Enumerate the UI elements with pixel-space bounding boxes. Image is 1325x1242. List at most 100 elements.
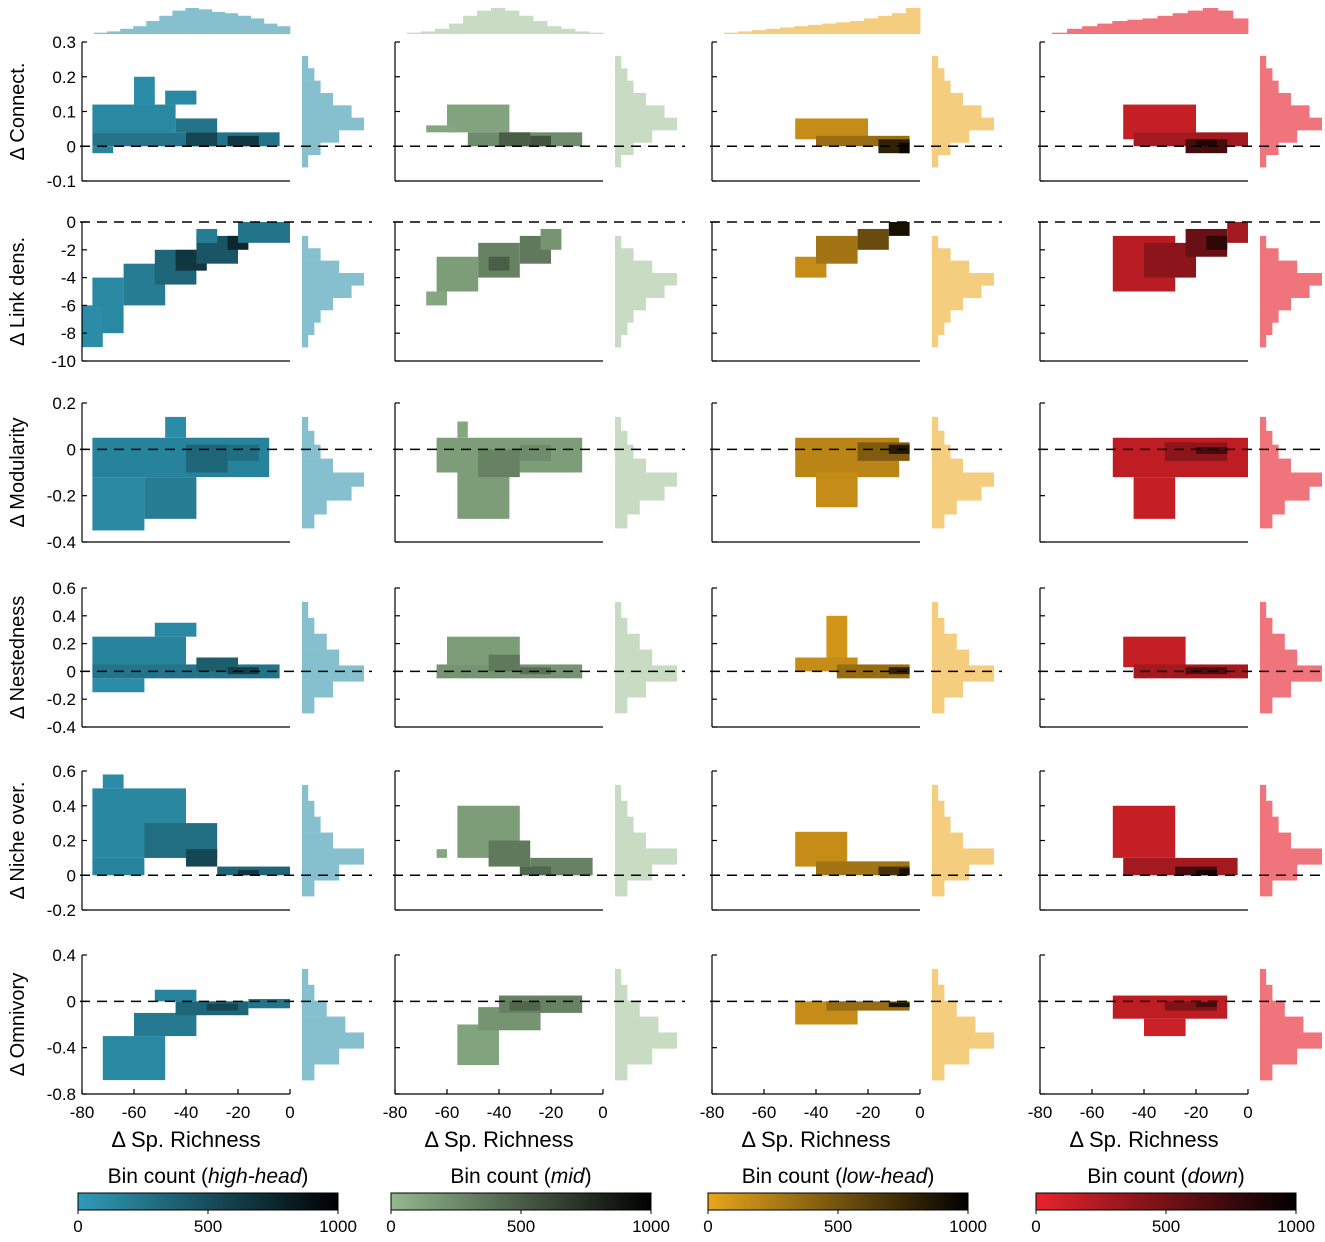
panel-r4-mid: [393, 770, 685, 911]
y-tick-label: -0.4: [47, 533, 76, 552]
side-histogram-bar: [932, 617, 945, 634]
side-histogram-bar: [932, 681, 963, 698]
colorbar-label: Bin count (down): [1087, 1165, 1245, 1188]
y-tick-label: 0: [67, 992, 76, 1011]
top-histogram-bar: [850, 21, 865, 34]
x-tick-label: -40: [487, 1103, 512, 1122]
y-tick-label: 0: [67, 137, 76, 156]
y-tick-label: 0.2: [52, 635, 76, 654]
panel-r5-mid: -80 -60 -40 -20 0 Δ Sp. Richness: [383, 954, 685, 1152]
heatmap-bin: [1164, 1001, 1217, 1011]
colorbar-label-prefix: Bin count (: [108, 1165, 208, 1188]
heatmap-bin: [509, 1001, 541, 1011]
top-histogram-bar: [547, 26, 562, 34]
heatmap-bin: [426, 125, 458, 133]
x-tick-label: -60: [122, 1103, 147, 1122]
x-axis-label: Δ Sp. Richness: [1069, 1127, 1218, 1152]
heatmap-bin: [1144, 1018, 1186, 1037]
side-histogram-bar: [932, 297, 963, 311]
side-histogram-bar: [932, 444, 951, 459]
top-histogram-bar: [780, 27, 795, 34]
colorbar-label-prefix: Bin count (: [450, 1165, 550, 1188]
colorbar-low-head: 0 500 1000 Bin count (low-head): [703, 1165, 987, 1236]
side-histogram-bar: [1260, 130, 1298, 143]
side-histogram-bar: [615, 248, 634, 261]
side-histogram-bar: [615, 285, 665, 298]
side-histogram-bar: [932, 142, 951, 156]
heatmap-bin: [248, 999, 290, 1009]
side-histogram-bar: [932, 472, 994, 487]
side-histogram-bar: [932, 416, 939, 432]
y-tick-label: 0.4: [52, 607, 76, 626]
top-histogram-bar: [892, 13, 907, 34]
colorbar-bar: [707, 1192, 969, 1211]
side-histogram-bar: [932, 260, 970, 274]
side-histogram-bar: [615, 444, 634, 459]
side-histogram-bar: [1260, 105, 1310, 118]
top-histogram-bar: [1052, 32, 1068, 34]
panel-r4-down: [1038, 770, 1325, 911]
side-histogram-bar: [302, 864, 340, 881]
side-histogram-bar: [615, 322, 628, 336]
side-histogram-bar: [1260, 297, 1291, 311]
heatmap-bin: [499, 132, 531, 147]
x-tick-label: -40: [174, 1103, 199, 1122]
side-histogram-bar: [932, 665, 994, 682]
x-tick-label: -20: [226, 1103, 251, 1122]
side-histogram-bar: [1260, 1016, 1304, 1033]
side-histogram-bar: [932, 310, 951, 323]
side-histogram-bar: [932, 235, 939, 249]
heatmap-bin: [1112, 805, 1176, 858]
top-histogram-bar: [808, 24, 823, 34]
side-histogram-bar: [302, 154, 309, 168]
colorbar-tick-label: 0: [73, 1217, 82, 1236]
side-histogram-bar: [932, 130, 970, 143]
x-axis-label: Δ Sp. Richness: [424, 1127, 573, 1152]
side-histogram-bar: [615, 1048, 653, 1065]
colorbar-tick-label: 1000: [949, 1217, 987, 1236]
side-histogram-bar: [302, 633, 327, 650]
side-histogram-bar: [1260, 800, 1273, 817]
side-histogram-bar: [615, 665, 677, 682]
side-histogram-bar: [615, 430, 628, 445]
top-histogram-bar: [120, 28, 134, 34]
side-histogram-bar: [1260, 285, 1310, 298]
side-histogram-bar: [302, 601, 309, 619]
side-histogram-bar: [302, 681, 333, 698]
top-histogram-bar: [794, 26, 809, 34]
top-histogram-bar: [589, 32, 604, 34]
top-histogram-bar: [766, 28, 781, 34]
top-histogram-bar: [864, 18, 879, 34]
side-histogram-bar: [302, 1064, 315, 1081]
side-histogram-bar: [615, 617, 628, 634]
colorbar-tick-label: 0: [703, 1217, 712, 1236]
heatmap-bin: [816, 472, 858, 508]
heatmap-bin: [206, 1003, 238, 1011]
side-histogram-bar: [1260, 322, 1273, 336]
side-histogram-bar: [932, 832, 963, 849]
side-histogram-bar: [1260, 68, 1273, 81]
heatmap-bin: [826, 1001, 910, 1011]
heatmap-bin: [1196, 139, 1217, 147]
side-histogram-bar: [1260, 665, 1322, 682]
colorbar-label-prefix: Bin count (: [1087, 1165, 1187, 1188]
side-histogram-bar: [932, 968, 939, 986]
x-tick-label: -80: [1028, 1103, 1053, 1122]
heatmap-bin: [899, 142, 910, 154]
y-tick-label: 0.2: [52, 68, 76, 87]
heatmap-bin: [186, 132, 218, 147]
top-histogram-bar: [878, 15, 893, 35]
side-histogram-bar: [615, 601, 622, 619]
side-histogram-bar: [615, 142, 634, 156]
heatmap-bin: [238, 870, 259, 876]
top-histogram-high-head: [94, 8, 291, 35]
side-histogram-bar: [1260, 633, 1285, 650]
colorbar-label: Bin count (low-head): [742, 1165, 935, 1188]
x-tick-label: -40: [804, 1103, 829, 1122]
side-histogram-bar: [932, 430, 945, 445]
panel-r1-mid: [393, 221, 685, 362]
side-histogram-bar: [1260, 1048, 1298, 1065]
side-histogram-bar: [932, 92, 963, 106]
side-histogram-bar: [932, 500, 957, 515]
side-histogram-bar: [615, 105, 665, 118]
